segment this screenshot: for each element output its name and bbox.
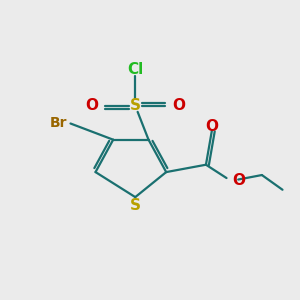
- Text: S: S: [130, 198, 141, 213]
- Text: S: S: [130, 98, 141, 113]
- Text: O: O: [172, 98, 185, 113]
- Text: Cl: Cl: [127, 61, 143, 76]
- Text: Br: Br: [50, 116, 68, 130]
- Text: O: O: [232, 173, 245, 188]
- Text: O: O: [205, 119, 218, 134]
- Text: O: O: [85, 98, 98, 113]
